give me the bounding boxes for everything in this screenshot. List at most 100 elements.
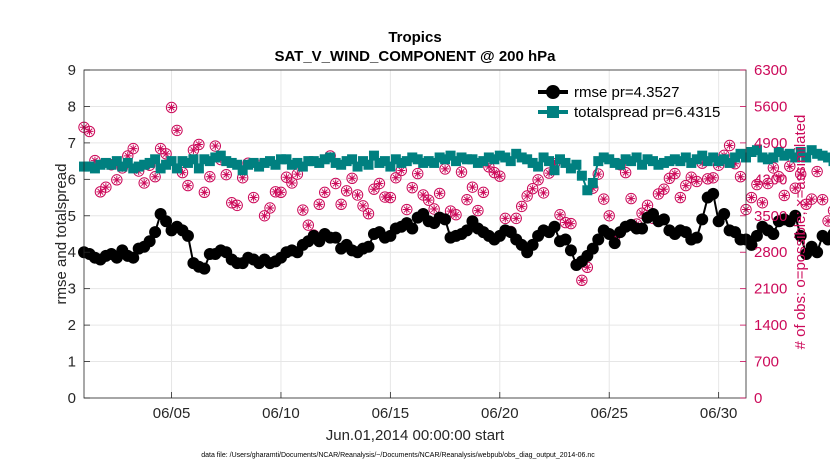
- obs-point: [231, 199, 243, 212]
- totalspread-point: [429, 157, 440, 168]
- obs-assimilated-marker: [238, 173, 247, 182]
- totalspread-point: [576, 170, 587, 181]
- chart-subtitle: SAT_V_WIND_COMPONENT @ 200 hPa: [274, 48, 556, 65]
- obs-possible-marker: [778, 189, 790, 202]
- obs-assimilated-marker: [763, 179, 772, 188]
- totalspread-point: [297, 161, 308, 172]
- obs-assimilated-marker: [446, 207, 455, 216]
- totalspread-point: [177, 156, 188, 167]
- obs-assimilated-marker: [654, 189, 663, 198]
- obs-point: [406, 181, 418, 194]
- rmse-point: [657, 213, 670, 226]
- obs-point: [171, 124, 183, 137]
- obs-assimilated-marker: [353, 190, 362, 199]
- obs-possible-marker: [554, 209, 566, 221]
- obs-possible-marker: [171, 124, 183, 137]
- rmse-point: [149, 226, 162, 239]
- totalspread-point: [243, 159, 254, 170]
- obs-assimilated-marker: [725, 141, 734, 150]
- obs-assimilated-marker: [659, 185, 668, 194]
- totalspread-point: [461, 154, 472, 165]
- rmse-point: [811, 246, 824, 259]
- obs-assimilated-marker: [599, 195, 608, 204]
- obs-assimilated-marker: [315, 200, 324, 209]
- obs-assimilated-marker: [736, 172, 745, 181]
- obs-point: [160, 148, 172, 160]
- y2-tick-label: 4900: [754, 135, 787, 152]
- obs-possible-marker: [598, 193, 610, 205]
- rmse-point: [439, 213, 452, 226]
- totalspread-point: [275, 154, 286, 165]
- rmse-point: [406, 222, 419, 235]
- obs-assimilated-marker: [670, 169, 679, 178]
- obs-possible-marker: [477, 186, 490, 199]
- obs-assimilated-marker: [287, 178, 296, 187]
- obs-possible-marker: [247, 191, 260, 204]
- rmse-point: [564, 244, 577, 257]
- totalspread-point: [817, 150, 828, 161]
- obs-possible-marker: [773, 171, 785, 183]
- obs-point: [477, 186, 490, 199]
- totalspread-point: [631, 152, 642, 163]
- obs-point: [767, 162, 780, 174]
- totalspread-point: [565, 163, 576, 174]
- rmse-point: [603, 228, 616, 240]
- obs-possible-marker: [357, 200, 369, 212]
- totalspread-point: [751, 145, 762, 156]
- obs-point: [302, 219, 315, 231]
- totalspread-point: [522, 154, 533, 165]
- obs-assimilated-marker: [731, 159, 740, 168]
- obs-point: [83, 125, 96, 138]
- obs-assimilated-marker: [129, 144, 138, 153]
- obs-assimilated-marker: [512, 214, 521, 223]
- obs-possible-marker: [297, 204, 309, 216]
- obs-assimilated-marker: [123, 151, 132, 160]
- obs-point: [592, 168, 604, 180]
- totalspread-point: [423, 156, 434, 167]
- obs-assimilated-marker: [687, 173, 696, 182]
- rmse-point: [822, 233, 830, 246]
- obs-possible-marker: [286, 177, 298, 189]
- obs-assimilated-marker: [818, 195, 827, 204]
- obs-point: [472, 204, 484, 217]
- totalspread-point: [626, 156, 637, 167]
- obs-assimilated-marker: [621, 168, 630, 177]
- obs-point: [625, 192, 637, 205]
- obs-assimilated-marker: [807, 195, 816, 204]
- obs-assimilated-marker: [359, 201, 368, 210]
- totalspread-point: [828, 156, 830, 167]
- obs-assimilated-marker: [785, 162, 794, 171]
- obs-point: [209, 140, 222, 152]
- totalspread-point: [554, 154, 565, 165]
- obs-possible-marker: [373, 177, 386, 190]
- obs-assimilated-marker: [200, 188, 209, 197]
- obs-possible-marker: [149, 171, 161, 183]
- obs-point: [554, 209, 566, 221]
- totalspread-point: [609, 157, 620, 168]
- obs-assimilated-marker: [397, 166, 406, 175]
- totalspread-point: [248, 157, 259, 168]
- totalspread-point: [166, 156, 177, 167]
- obs-point: [357, 200, 369, 212]
- totalspread-point: [188, 154, 199, 165]
- obs-possible-marker: [390, 172, 402, 184]
- obs-assimilated-marker: [490, 168, 499, 177]
- obs-possible-marker: [762, 177, 774, 190]
- obs-assimilated-marker: [298, 206, 307, 215]
- obs-assimilated-marker: [692, 177, 701, 186]
- obs-assimilated-marker: [545, 169, 554, 178]
- obs-possible-marker: [138, 177, 150, 189]
- totalspread-point: [210, 152, 221, 163]
- obs-assimilated-marker: [320, 188, 329, 197]
- obs-assimilated-marker: [791, 184, 800, 193]
- obs-assimilated-marker: [802, 200, 811, 209]
- obs-assimilated-marker: [178, 168, 187, 177]
- totalspread-point: [549, 165, 560, 176]
- totalspread-point: [308, 156, 319, 167]
- y2-tick-label: 1400: [754, 317, 787, 334]
- obs-possible-marker: [691, 175, 703, 188]
- obs-point: [691, 175, 703, 188]
- y2-tick-label: 5600: [754, 98, 787, 115]
- obs-point: [204, 171, 216, 183]
- totalspread-point: [182, 157, 193, 168]
